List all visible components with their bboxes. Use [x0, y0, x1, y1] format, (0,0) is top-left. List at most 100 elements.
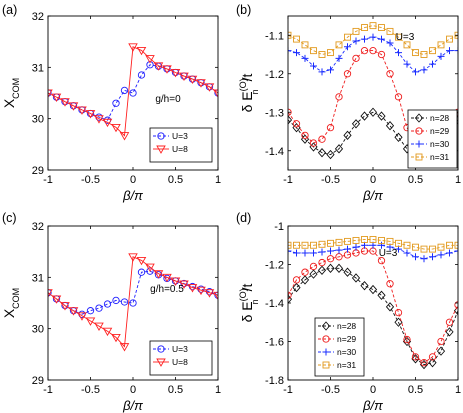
- data-point-n=31: [395, 239, 402, 247]
- data-point-n=29: [318, 135, 326, 143]
- y-tick-label: -1.4: [265, 298, 284, 310]
- data-point-n=28: [411, 354, 420, 364]
- data-point-n=31: [335, 238, 343, 246]
- series-U=8: [48, 43, 218, 141]
- x-tick-label: 0: [370, 384, 376, 396]
- data-point-U=8: [94, 115, 104, 124]
- data-point-U=8: [68, 307, 79, 316]
- y-axis-label-tail: /t: [239, 283, 255, 291]
- data-point-U=8: [48, 89, 53, 98]
- data-point-n=28: [402, 336, 412, 347]
- y-tick-label: -1.2: [265, 260, 284, 272]
- data-point-n=28: [317, 147, 327, 158]
- data-point-U=8: [111, 123, 121, 133]
- data-point-U=8: [136, 46, 147, 56]
- legend-box: [149, 127, 213, 163]
- data-point-n=30: [378, 241, 385, 249]
- data-point-U=8: [136, 256, 147, 266]
- data-point-n=30: [420, 255, 428, 263]
- data-point-n=29: [352, 249, 360, 257]
- annotation: g/h=0.5: [150, 284, 184, 295]
- series-line-U=3: [48, 64, 218, 121]
- data-point-n=28: [377, 290, 386, 300]
- x-axis-label-greek: β: [362, 188, 371, 203]
- data-point-n=29: [326, 124, 335, 132]
- legend: U=3U=8: [149, 127, 213, 163]
- data-point-n=28: [326, 149, 335, 160]
- data-point-U=8: [145, 55, 155, 64]
- x-axis-label: β/π: [362, 398, 383, 413]
- series-line-n=28: [288, 267, 458, 366]
- data-point-U=8: [85, 317, 96, 326]
- series-U=8: [48, 253, 218, 352]
- data-point-U=8: [170, 69, 181, 78]
- data-point-n=29: [292, 120, 301, 128]
- panel-label: (c): [2, 211, 17, 225]
- data-point-U=3: [129, 299, 137, 307]
- x-tick-label: -0.5: [81, 174, 100, 186]
- data-point-n=31: [412, 49, 419, 57]
- data-point-n=28: [436, 346, 446, 356]
- data-point-n=30: [369, 33, 377, 41]
- data-point-n=30: [344, 43, 351, 51]
- data-point-n=31: [352, 236, 360, 244]
- series-line-n=29: [288, 250, 458, 364]
- data-point-n=28: [368, 107, 378, 117]
- x-tick-label: 1: [215, 174, 221, 186]
- data-point-U=8: [204, 289, 215, 298]
- data-point-n=29: [445, 318, 454, 326]
- x-tick-label: 0: [130, 384, 136, 396]
- data-point-n=30: [429, 253, 436, 261]
- data-point-n=29: [386, 70, 394, 78]
- data-point-n=29: [420, 359, 428, 367]
- data-point-U=8: [60, 302, 70, 311]
- data-point-U=8: [179, 72, 189, 81]
- data-point-U=8: [196, 286, 206, 296]
- data-point-n=28: [360, 280, 369, 291]
- y-axis-label-main: X: [1, 98, 17, 108]
- data-point-n=31: [395, 33, 402, 41]
- data-point-n=31: [378, 24, 385, 31]
- data-point-U=8: [162, 273, 172, 283]
- data-point-U=8: [170, 277, 181, 286]
- data-point-n=28: [343, 130, 352, 141]
- data-point-U=3: [103, 300, 112, 308]
- data-point-n=28: [445, 327, 454, 337]
- legend-marker-n=29: [415, 127, 423, 135]
- data-point-U=8: [94, 322, 104, 332]
- data-point-n=30: [293, 249, 300, 257]
- data-point-n=31: [344, 33, 351, 41]
- y-tick-label: 30: [32, 114, 44, 126]
- data-point-U=8: [179, 280, 189, 289]
- y-axis-label-sup: (O): [238, 288, 248, 301]
- data-point-n=30: [344, 245, 351, 253]
- legend-label-n=31: n=31: [430, 152, 449, 162]
- data-point-n=29: [335, 253, 343, 261]
- data-point-n=30: [378, 35, 385, 43]
- data-point-n=29: [360, 47, 369, 55]
- data-point-n=30: [288, 247, 292, 255]
- data-point-n=30: [446, 47, 453, 55]
- legend-marker-n=28: [321, 321, 331, 331]
- data-point-U=3: [48, 89, 52, 97]
- data-point-n=28: [377, 111, 386, 121]
- data-point-U=3: [137, 71, 146, 79]
- data-point-U=3: [95, 304, 103, 312]
- x-tick-label: -0.5: [321, 384, 340, 396]
- data-point-U=3: [214, 89, 218, 97]
- y-axis-label: XCOM: [1, 78, 21, 108]
- data-point-n=31: [386, 237, 394, 245]
- x-tick-label: 0.5: [168, 384, 183, 396]
- annotation: g/h=0: [155, 94, 181, 105]
- data-point-n=28: [343, 267, 352, 277]
- y-tick-label: 31: [32, 272, 44, 284]
- data-point-n=29: [309, 262, 318, 271]
- data-point-n=31: [420, 245, 428, 253]
- data-point-n=31: [420, 51, 428, 58]
- data-point-U=8: [145, 263, 155, 272]
- data-point-n=30: [395, 49, 402, 57]
- data-point-n=31: [293, 35, 300, 43]
- data-point-U=8: [68, 102, 79, 111]
- y-axis-label-sub: COM: [11, 288, 21, 309]
